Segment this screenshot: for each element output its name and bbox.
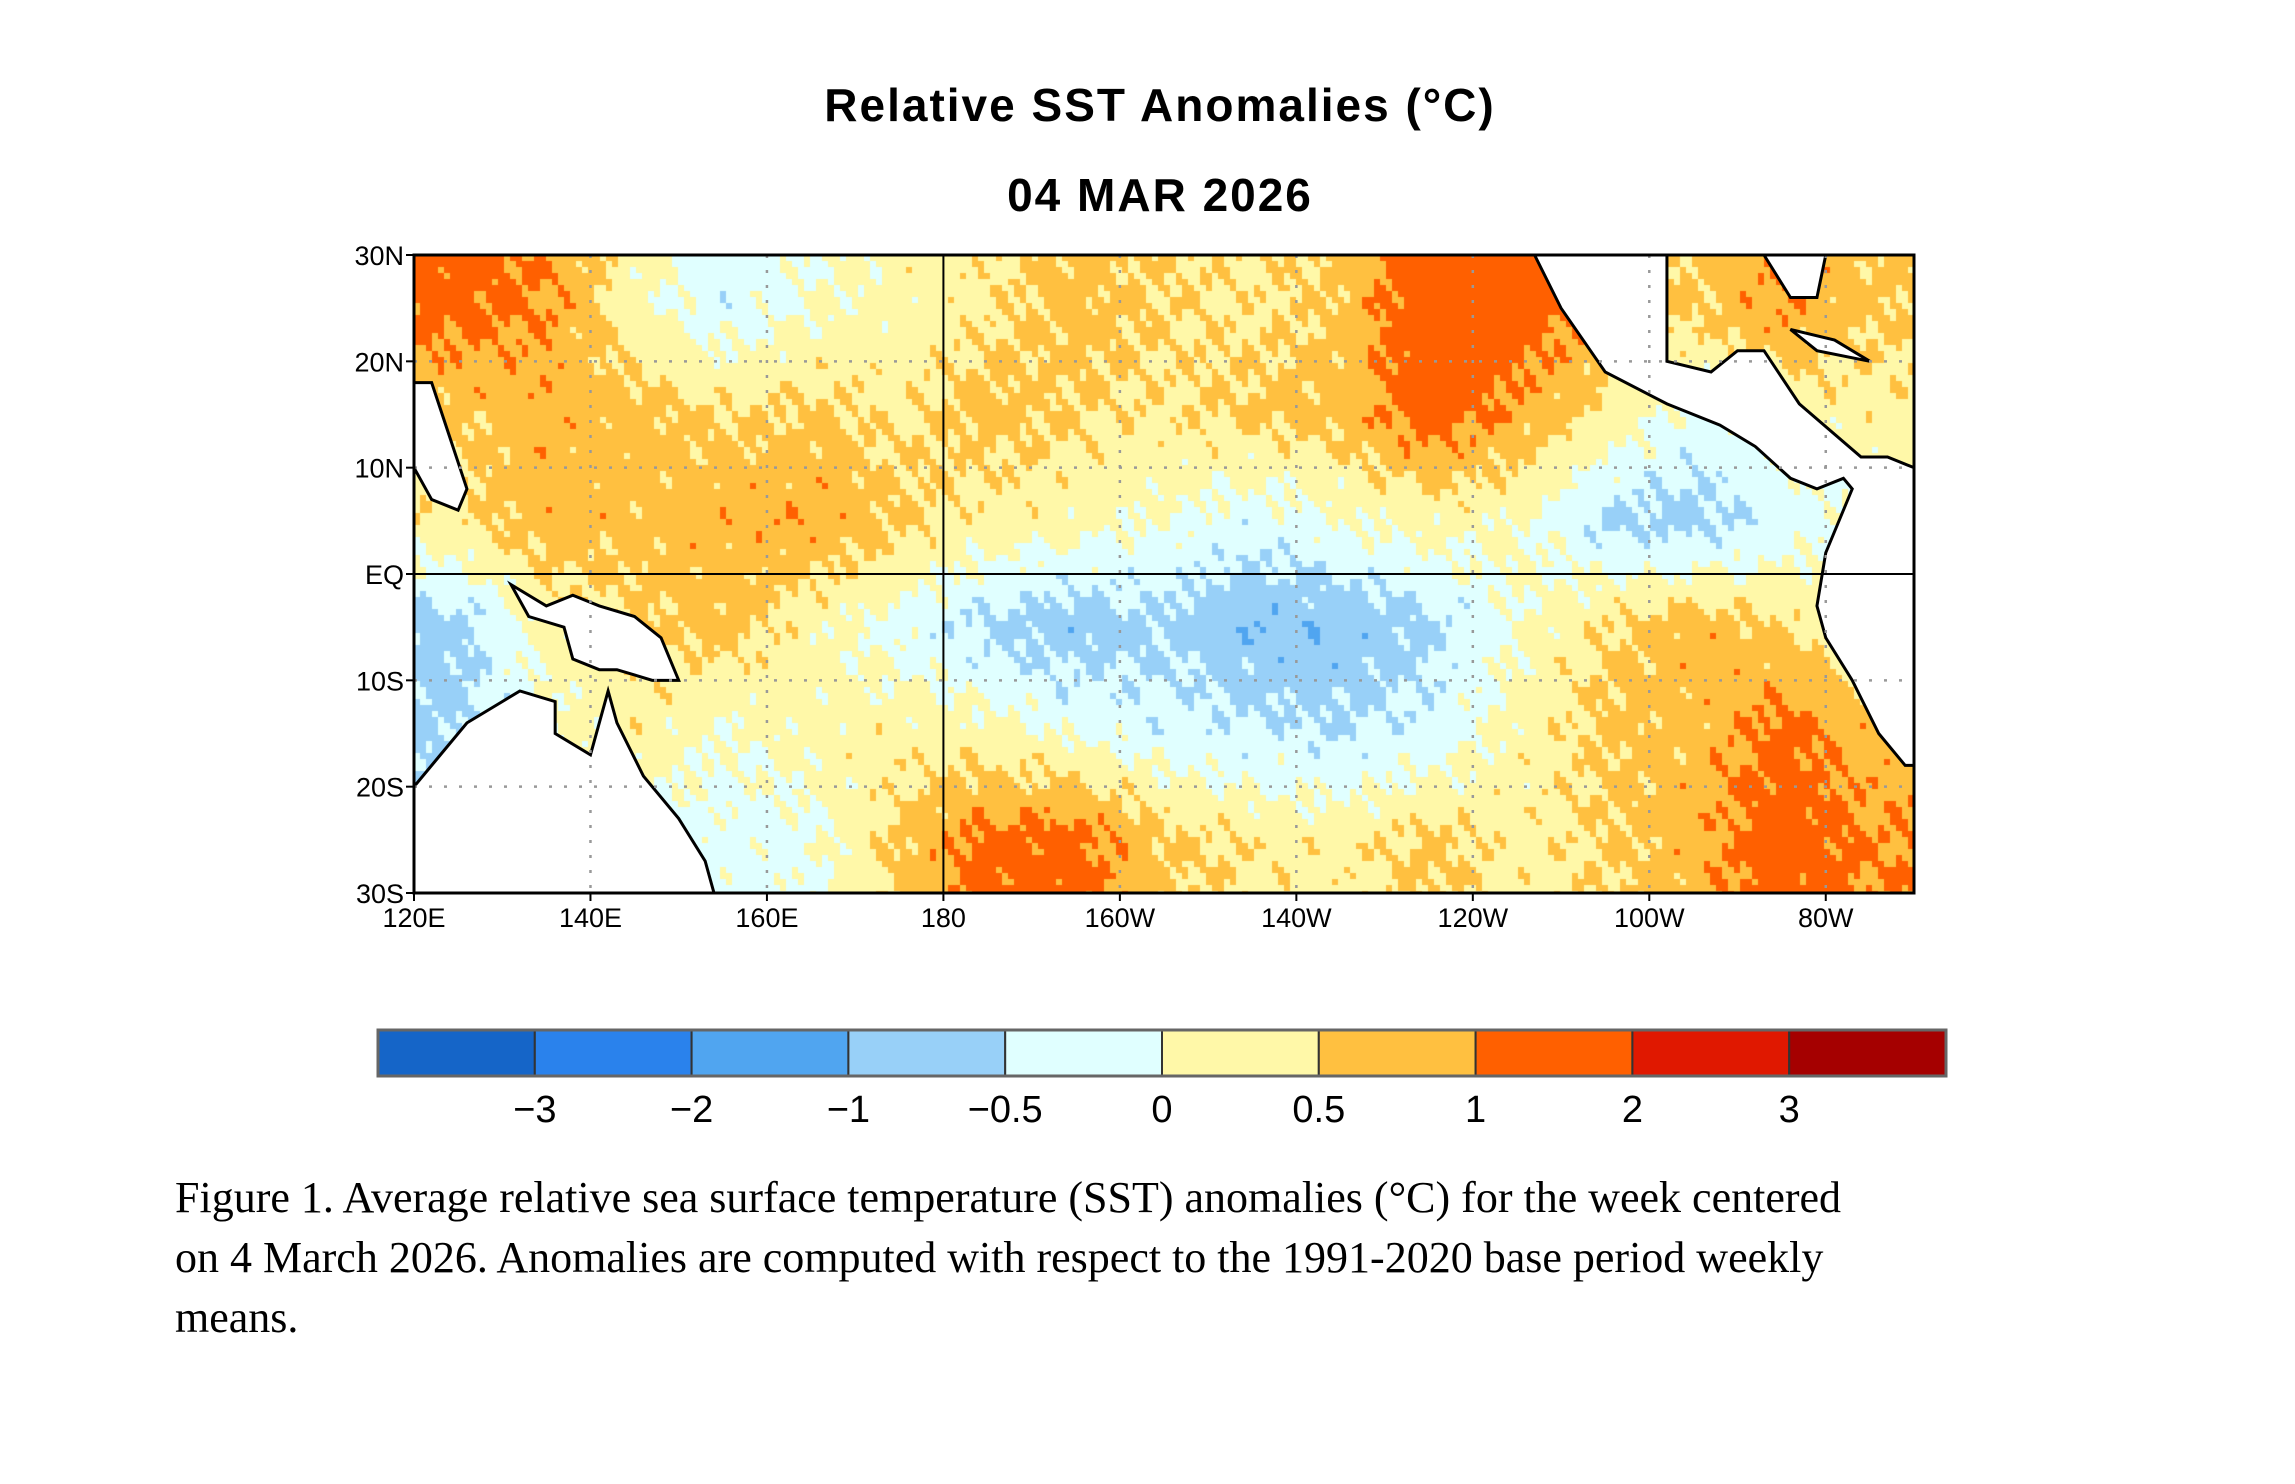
y-tick-label: EQ [365, 560, 404, 590]
colorbar-swatch [1788, 1029, 1947, 1077]
colorbar-label: −2 [670, 1089, 713, 1131]
land-polygon [412, 381, 469, 513]
y-tick-label: 30S [356, 879, 404, 909]
land-polygon [412, 685, 716, 895]
colorbar-swatch [847, 1029, 1007, 1077]
x-tick-label: 140W [1261, 903, 1332, 933]
colorbar-swatch [690, 1029, 850, 1077]
x-tick-label: 160E [735, 903, 798, 933]
caption-line: Figure 1. Average relative sea surface t… [175, 1173, 1842, 1222]
caption-line: on 4 March 2026. Anomalies are computed … [175, 1233, 1824, 1282]
colorbar-swatch [1474, 1029, 1634, 1077]
colorbar-swatch [1631, 1029, 1791, 1077]
colorbar-swatch [533, 1029, 693, 1077]
land-polygon [507, 580, 681, 682]
y-tick-label: 20S [356, 773, 404, 803]
colorbar-label: −1 [827, 1089, 870, 1131]
colorbar-swatch [1161, 1029, 1320, 1077]
y-tick-label: 20N [354, 347, 404, 377]
colorbar-label: 1 [1465, 1089, 1486, 1131]
x-tick-label: 100W [1614, 903, 1685, 933]
x-tick-label: 120W [1438, 903, 1509, 933]
colorbar-swatch [1004, 1029, 1164, 1077]
chart-title: Relative SST Anomalies (°C) [824, 79, 1496, 131]
land-masses [412, 253, 1916, 895]
caption-line: means. [175, 1293, 299, 1342]
colorbar-swatch [1317, 1029, 1477, 1077]
x-tick-label: 160W [1085, 903, 1156, 933]
colorbar-label: −0.5 [968, 1089, 1043, 1131]
x-tick-label: 80W [1798, 903, 1854, 933]
land-polygon [1532, 253, 1916, 767]
x-tick-label: 180 [921, 903, 966, 933]
y-tick-label: 10N [354, 454, 404, 484]
y-tick-label: 10S [356, 666, 404, 696]
y-axis-ticks: 30N 20N 10N EQ 10S 20S 30S [354, 241, 414, 909]
colorbar-label: 0 [1151, 1089, 1172, 1131]
figure-caption: Figure 1. Average relative sea surface t… [175, 1168, 2135, 1348]
colorbar-label: 2 [1622, 1089, 1643, 1131]
x-tick-label: 140E [559, 903, 622, 933]
x-tick-label: 120E [382, 903, 445, 933]
colorbar-swatch [377, 1029, 536, 1077]
colorbar-label: 0.5 [1292, 1089, 1345, 1131]
gridlines [414, 255, 1914, 893]
x-axis-ticks: 120E 140E 160E 180 160W 140W 120W 100W 80W [382, 893, 1854, 933]
colorbar-label: 3 [1779, 1089, 1800, 1131]
sst-anomaly-map: 120E 140E 160E 180 160W 140W 120W 100W 80W 30N 20… [354, 241, 1916, 933]
chart-subtitle: 04 MAR 2026 [1007, 169, 1313, 221]
y-tick-label: 30N [354, 241, 404, 271]
colorbar-label: −3 [513, 1089, 556, 1131]
